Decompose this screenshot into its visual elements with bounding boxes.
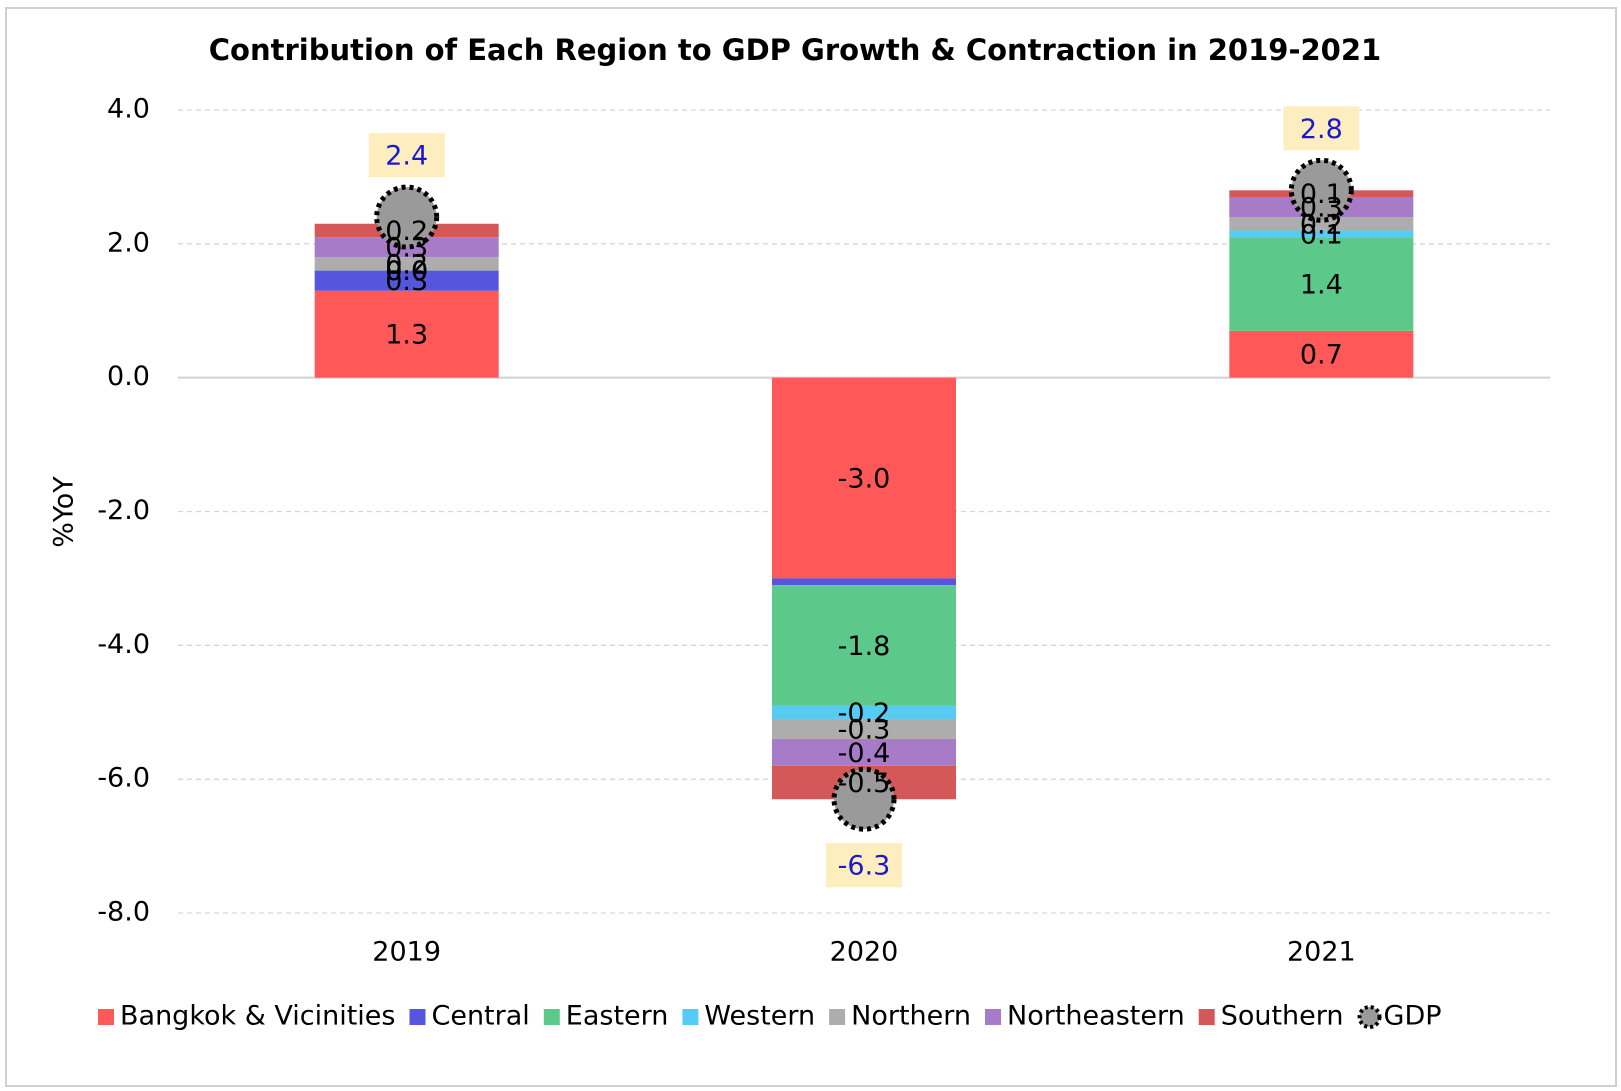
gdp-marker [1288, 157, 1354, 223]
legend-label: Western [704, 1001, 815, 1032]
legend-label: GDP [1384, 1001, 1442, 1032]
gdp-marker [831, 766, 897, 832]
data-label: 0.3 [385, 266, 428, 297]
data-label: 0.0 [385, 256, 428, 287]
legend-swatch [98, 1009, 114, 1025]
data-label: 0.2 [385, 249, 428, 280]
legend-label: Eastern [566, 1001, 669, 1032]
legend-swatch [409, 1009, 426, 1025]
legend-label: Northern [851, 1001, 971, 1032]
bar-segment [772, 705, 956, 719]
bar-segment [314, 270, 499, 291]
gdp-marker [374, 184, 440, 250]
y-tick-label: -4.0 [97, 629, 150, 660]
legend-swatch [985, 1009, 1002, 1025]
bar-segment [772, 739, 956, 766]
gdp-label-box [826, 843, 902, 888]
y-tick-label: 4.0 [107, 94, 150, 125]
data-label: 0.0 [385, 256, 428, 287]
gdp-label-box [1283, 106, 1360, 151]
data-label: -3.0 [838, 464, 891, 495]
data-label: 0.1 [1300, 219, 1343, 250]
data-label: 0.2 [385, 216, 428, 247]
bar-segment [772, 718, 956, 740]
x-tick-label: 2021 [1287, 937, 1356, 968]
y-tick-label: -6.0 [97, 763, 150, 794]
chart-title: Contribution of Each Region to GDP Growt… [209, 33, 1381, 67]
data-label: 0.7 [1300, 340, 1343, 371]
legend-label: Bangkok & Vicinities [120, 1001, 395, 1032]
gdp-label-box [368, 133, 445, 178]
bar-segment [772, 585, 956, 706]
data-label: 1.4 [1300, 269, 1343, 300]
bar-segment [314, 237, 499, 258]
y-tick-label: 0.0 [107, 361, 150, 392]
gdp-label: -6.3 [838, 851, 891, 882]
bar-segment [772, 377, 956, 579]
bar-segment [1229, 217, 1414, 231]
x-tick-label: 2019 [372, 937, 441, 968]
legend-label: Northeastern [1007, 1001, 1185, 1032]
y-axis-label: %YoY [49, 476, 80, 548]
data-label: -0.4 [838, 738, 891, 769]
legend-swatch [1357, 1005, 1382, 1029]
y-tick-label: -2.0 [97, 495, 150, 526]
legend-label: Southern [1221, 1001, 1344, 1032]
bar-segment [1229, 330, 1414, 378]
y-tick-label: -8.0 [97, 897, 150, 928]
data-label: -0.2 [838, 698, 891, 729]
data-label: -1.8 [838, 631, 891, 662]
bar-segment [772, 578, 956, 586]
legend-swatch [682, 1009, 699, 1025]
legend-swatch [543, 1009, 560, 1025]
gdp-label: 2.4 [385, 141, 428, 172]
data-label: -0.5 [838, 768, 891, 799]
y-tick-label: 2.0 [107, 227, 150, 258]
data-label: -0.3 [838, 714, 891, 745]
data-label: 1.3 [385, 320, 428, 351]
data-label: 0.1 [1300, 179, 1343, 210]
gdp-label: 2.8 [1300, 114, 1343, 145]
data-label: 0.2 [1300, 209, 1343, 240]
legend-label: Central [431, 1001, 529, 1032]
bar-segment [1229, 237, 1414, 331]
bar-segment [314, 290, 499, 378]
data-label: 0.3 [1300, 193, 1343, 224]
bar-segment [1229, 230, 1414, 238]
legend-swatch [829, 1009, 846, 1025]
legend-swatch [1198, 1009, 1215, 1025]
x-tick-label: 2020 [830, 937, 899, 968]
bar-segment [314, 257, 499, 271]
data-label: 0.3 [385, 233, 428, 264]
